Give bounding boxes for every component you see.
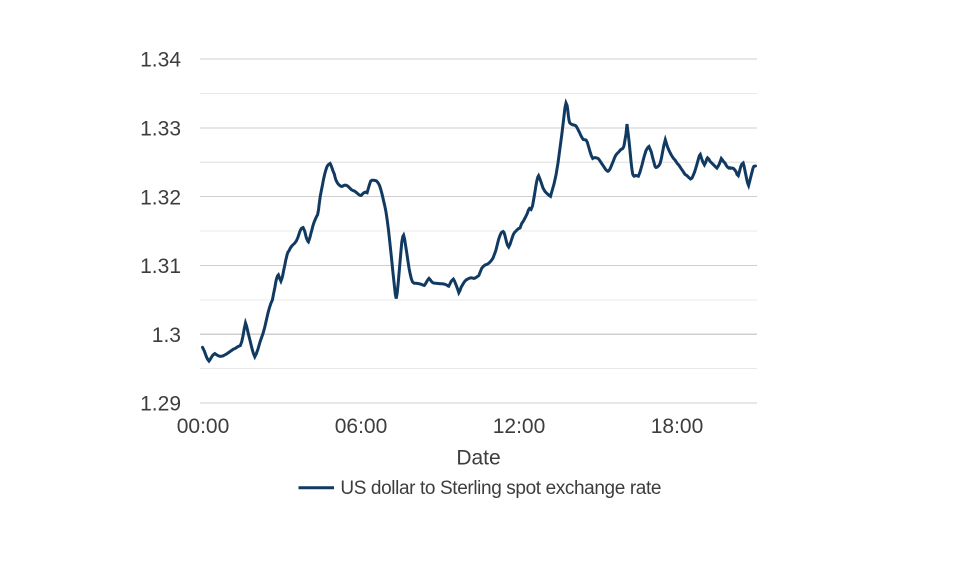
svg-text:1.33: 1.33: [140, 118, 181, 141]
svg-text:1.34: 1.34: [140, 49, 181, 72]
svg-text:1.3: 1.3: [152, 324, 181, 347]
svg-text:00:00: 00:00: [177, 415, 230, 438]
svg-text:18:00: 18:00: [651, 415, 704, 438]
svg-text:12:00: 12:00: [493, 415, 546, 438]
svg-text:Date: Date: [456, 446, 500, 469]
svg-text:1.31: 1.31: [140, 255, 181, 278]
svg-text:1.29: 1.29: [140, 393, 181, 416]
svg-text:US dollar to Sterling spot exc: US dollar to Sterling spot exchange rate: [340, 478, 661, 499]
svg-text:06:00: 06:00: [335, 415, 388, 438]
svg-text:1.32: 1.32: [140, 186, 181, 209]
